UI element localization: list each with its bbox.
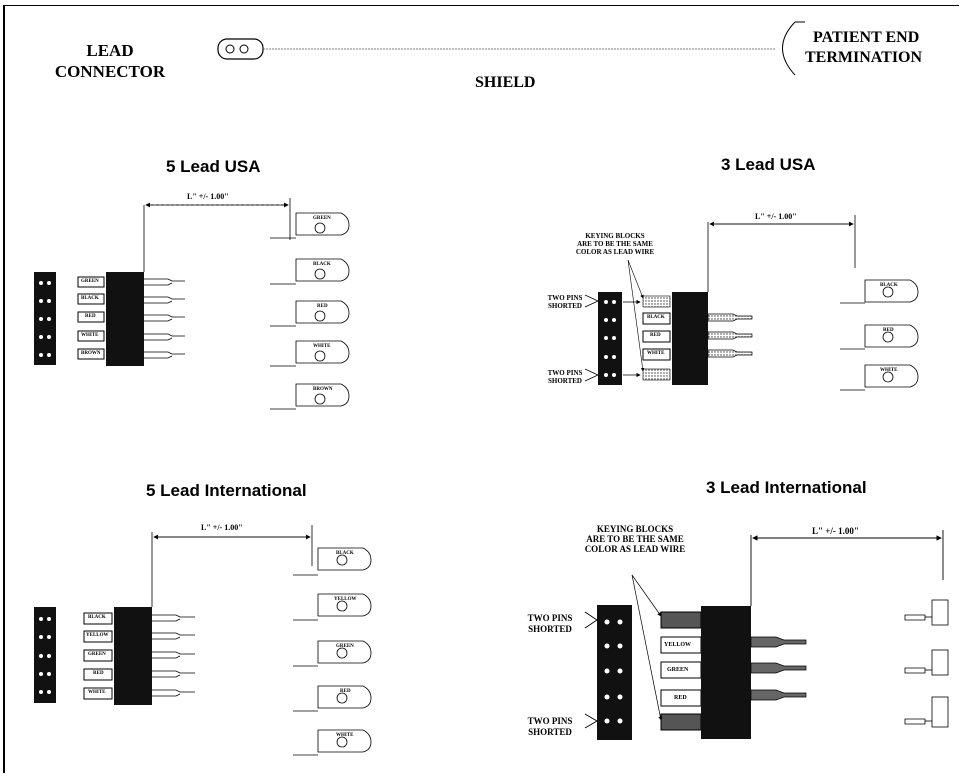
intl5-wire-label: GREEN [88,652,106,657]
intl5-clip-label: BLACK [336,551,354,556]
intl5-drawing [34,525,372,756]
intl5-clip-label: GREEN [336,644,354,649]
usa5-drawing [34,198,350,410]
intl5-wire-label: RED [93,671,104,676]
intl3-keying-note: KEYING BLOCKS ARE TO BE THE SAME COLOR A… [575,524,695,554]
intl3-wire-label: YELLOW [664,642,692,648]
intl3-title: 3 Lead International [706,478,867,497]
drawing-frame [3,5,959,773]
usa5-dimension: L" +/- 1.00" [187,192,229,201]
lead-connector-line1: LEAD [86,41,134,60]
intl3-wire-label: RED [674,695,687,701]
intl5-title: 5 Lead International [146,481,307,500]
usa3-note-line: KEYING BLOCKS [585,232,645,240]
usa5-wire-label: BROWN [81,351,101,356]
intl3-wire-label: GREEN [667,667,689,673]
shorted-line: SHORTED [548,377,582,385]
shield-label: SHIELD [475,74,536,91]
lead-connector-line2: CONNECTOR [54,62,166,81]
intl5-clip-label: YELLOW [334,597,357,602]
usa3-keying-note: KEYING BLOCKS ARE TO BE THE SAME COLOR A… [570,232,660,256]
shorted-line: TWO PINS [547,294,583,302]
usa3-wire-label: RED [650,333,661,338]
usa3-wire-label: WHITE [647,351,665,356]
shorted-line: SHORTED [528,624,572,634]
usa3-title: 3 Lead USA [721,155,816,174]
intl5-wire-label: YELLOW [86,633,109,638]
patient-end-line1: PATIENT END [813,29,920,46]
patient-end-line2: TERMINATION [805,49,923,66]
usa3-note-line: COLOR AS LEAD WIRE [575,248,655,256]
usa5-title: 5 Lead USA [166,157,261,176]
lead-connector-label: LEAD CONNECTOR [30,40,190,82]
intl3-dimension: L" +/- 1.00" [812,526,859,536]
usa5-clip-label: BROWN [313,387,333,392]
intl5-clip-label: WHITE [336,733,354,738]
usa3-drawing [584,215,919,391]
usa3-dimension: L" +/- 1.00" [755,212,797,221]
intl5-clip-label: RED [340,689,351,694]
usa3-shorted-bottom: TWO PINS SHORTED [545,369,585,385]
shorted-line: TWO PINS [527,613,573,623]
usa3-wire-label: BLACK [647,315,665,320]
usa5-clip-label: WHITE [313,344,331,349]
intl3-drawing [584,530,949,740]
shorted-line: TWO PINS [547,369,583,377]
usa5-clip-label: BLACK [313,262,331,267]
usa3-shorted-top: TWO PINS SHORTED [545,294,585,310]
intl3-note-line: KEYING BLOCKS [596,524,674,534]
shorted-line: SHORTED [528,727,572,737]
intl3-note-line: COLOR AS LEAD WIRE [584,544,686,554]
intl3-shorted-bottom: TWO PINS SHORTED [520,716,580,738]
intl3-note-line: ARE TO BE THE SAME [586,534,684,544]
intl5-dimension: L" +/- 1.00" [201,523,243,532]
usa3-clip-label: BLACK [880,283,898,288]
usa5-wire-label: BLACK [81,296,99,301]
shorted-line: SHORTED [548,302,582,310]
usa3-clip-label: RED [883,328,894,333]
usa5-clip-label: GREEN [313,216,331,221]
usa3-clip-label: WHITE [880,368,898,373]
patient-end-label: PATIENT END TERMINATION [805,28,964,68]
shorted-line: TWO PINS [527,716,573,726]
usa5-wire-label: WHITE [81,333,99,338]
intl3-shorted-top: TWO PINS SHORTED [520,613,580,635]
intl5-wire-label: WHITE [88,690,106,695]
usa5-clip-label: RED [317,304,328,309]
usa3-note-line: ARE TO BE THE SAME [577,240,653,248]
intl5-wire-label: BLACK [88,615,106,620]
usa5-wire-label: RED [85,314,96,319]
usa5-wire-label: GREEN [81,279,99,284]
header-connector [217,21,805,76]
